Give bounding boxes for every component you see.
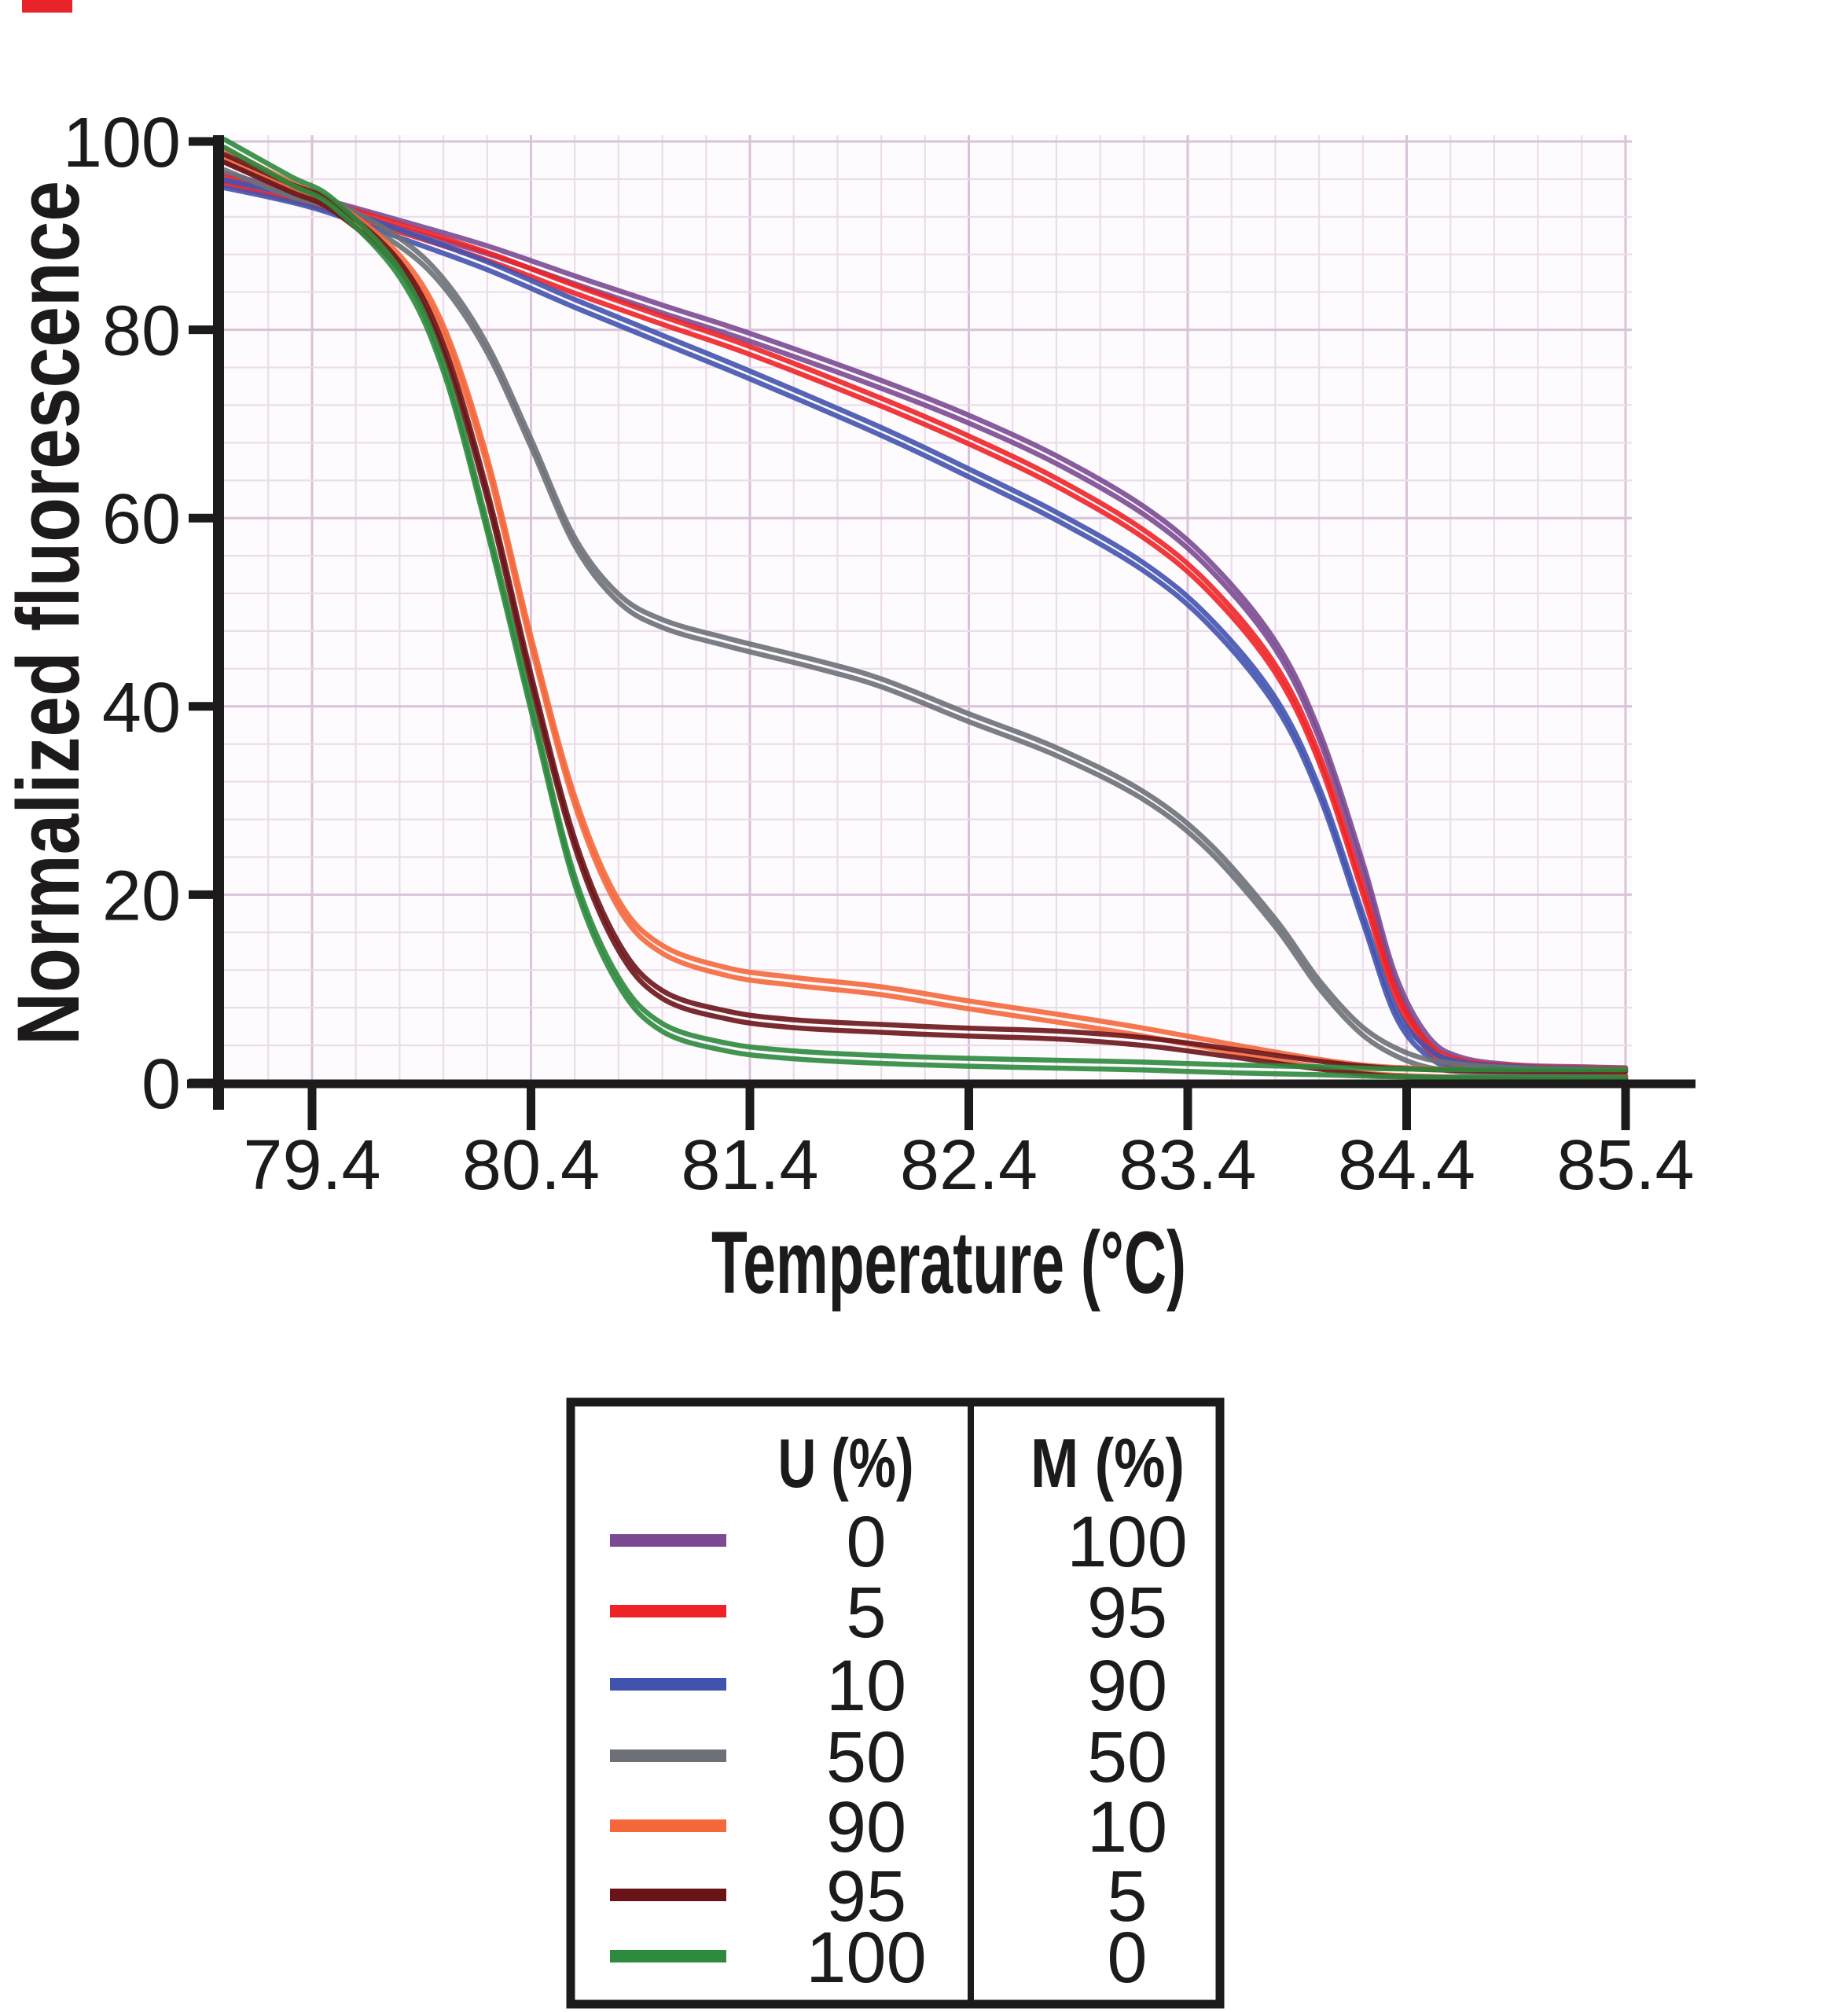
- x-tick-label: 85.4: [1556, 1126, 1694, 1205]
- melt-curves: [224, 137, 1629, 1082]
- legend-m-value: 100: [1067, 1502, 1188, 1582]
- y-tick-label: 40: [102, 669, 181, 747]
- curve-U95-M5-rep1: [224, 152, 1629, 1074]
- legend-swatch-u90: [610, 1819, 726, 1832]
- y-tick-label: 100: [63, 104, 181, 182]
- legend-u-value: 10: [826, 1646, 906, 1726]
- legend-swatch-u10: [610, 1678, 726, 1691]
- x-tick-label: 82.4: [900, 1126, 1038, 1205]
- curve-U10-M90-rep2: [224, 185, 1629, 1081]
- curve-U100-M0-rep1: [224, 137, 1629, 1073]
- corner-red-mark: [22, 0, 72, 13]
- curve-U0-M100-rep1: [224, 171, 1629, 1070]
- curve-U100-M0-rep2: [224, 145, 1629, 1081]
- legend-border: [566, 1397, 1225, 2009]
- axes: [187, 135, 1696, 1130]
- x-tick-label: 83.4: [1119, 1126, 1256, 1205]
- legend-m-value: 50: [1087, 1717, 1167, 1797]
- legend-swatch-u50: [610, 1749, 726, 1762]
- y-tick-label: 60: [102, 480, 181, 559]
- legend-u-value: 5: [846, 1573, 886, 1653]
- x-tick-label: 79.4: [243, 1126, 380, 1205]
- legend-m-value: 5: [1107, 1856, 1147, 1937]
- x-tick-label: 81.4: [681, 1126, 818, 1205]
- legend-u-value: 0: [846, 1502, 886, 1582]
- legend-u-value: 90: [826, 1787, 906, 1867]
- curve-U50-M50-rep2: [224, 167, 1629, 1081]
- y-tick-label: 20: [102, 857, 181, 935]
- legend-header-m: M (%): [1031, 1424, 1185, 1502]
- legend-swatch-u0: [610, 1534, 726, 1547]
- x-axis-title: Temperature (°C): [711, 1213, 1186, 1312]
- legend-swatch-u95: [610, 1889, 726, 1901]
- legend-m-value: 0: [1107, 1918, 1147, 1998]
- legend-u-value: 50: [826, 1717, 906, 1797]
- legend-swatch-u5: [610, 1605, 726, 1617]
- y-tick-label: 0: [141, 1045, 181, 1124]
- legend-header-u: U (%): [778, 1424, 914, 1502]
- legend-u-value: 100: [806, 1918, 927, 1998]
- legend-m-value: 90: [1087, 1646, 1167, 1726]
- legend-u-value: 95: [826, 1856, 906, 1937]
- curve-U50-M50-rep1: [224, 159, 1629, 1073]
- legend-swatch-u100: [610, 1950, 726, 1962]
- plot-background: [224, 135, 1632, 1084]
- x-tick-label: 84.4: [1338, 1126, 1475, 1205]
- curve-U5-M95-rep1: [224, 174, 1629, 1072]
- y-tick-label: 80: [102, 292, 181, 371]
- x-tick-label: 80.4: [462, 1126, 600, 1205]
- curve-U10-M90-rep1: [224, 177, 1629, 1073]
- gridlines: [224, 135, 1632, 1084]
- legend-m-value: 95: [1087, 1573, 1167, 1653]
- curve-U95-M5-rep2: [224, 160, 1629, 1082]
- legend-m-value: 10: [1087, 1787, 1167, 1867]
- y-axis-title: Normalized fluorescence: [0, 181, 97, 1045]
- tick-labels: 79.4 80.4 81.4 82.4 83.4 84.4 85.4 0 20 40 60 80 100: [63, 104, 1695, 1205]
